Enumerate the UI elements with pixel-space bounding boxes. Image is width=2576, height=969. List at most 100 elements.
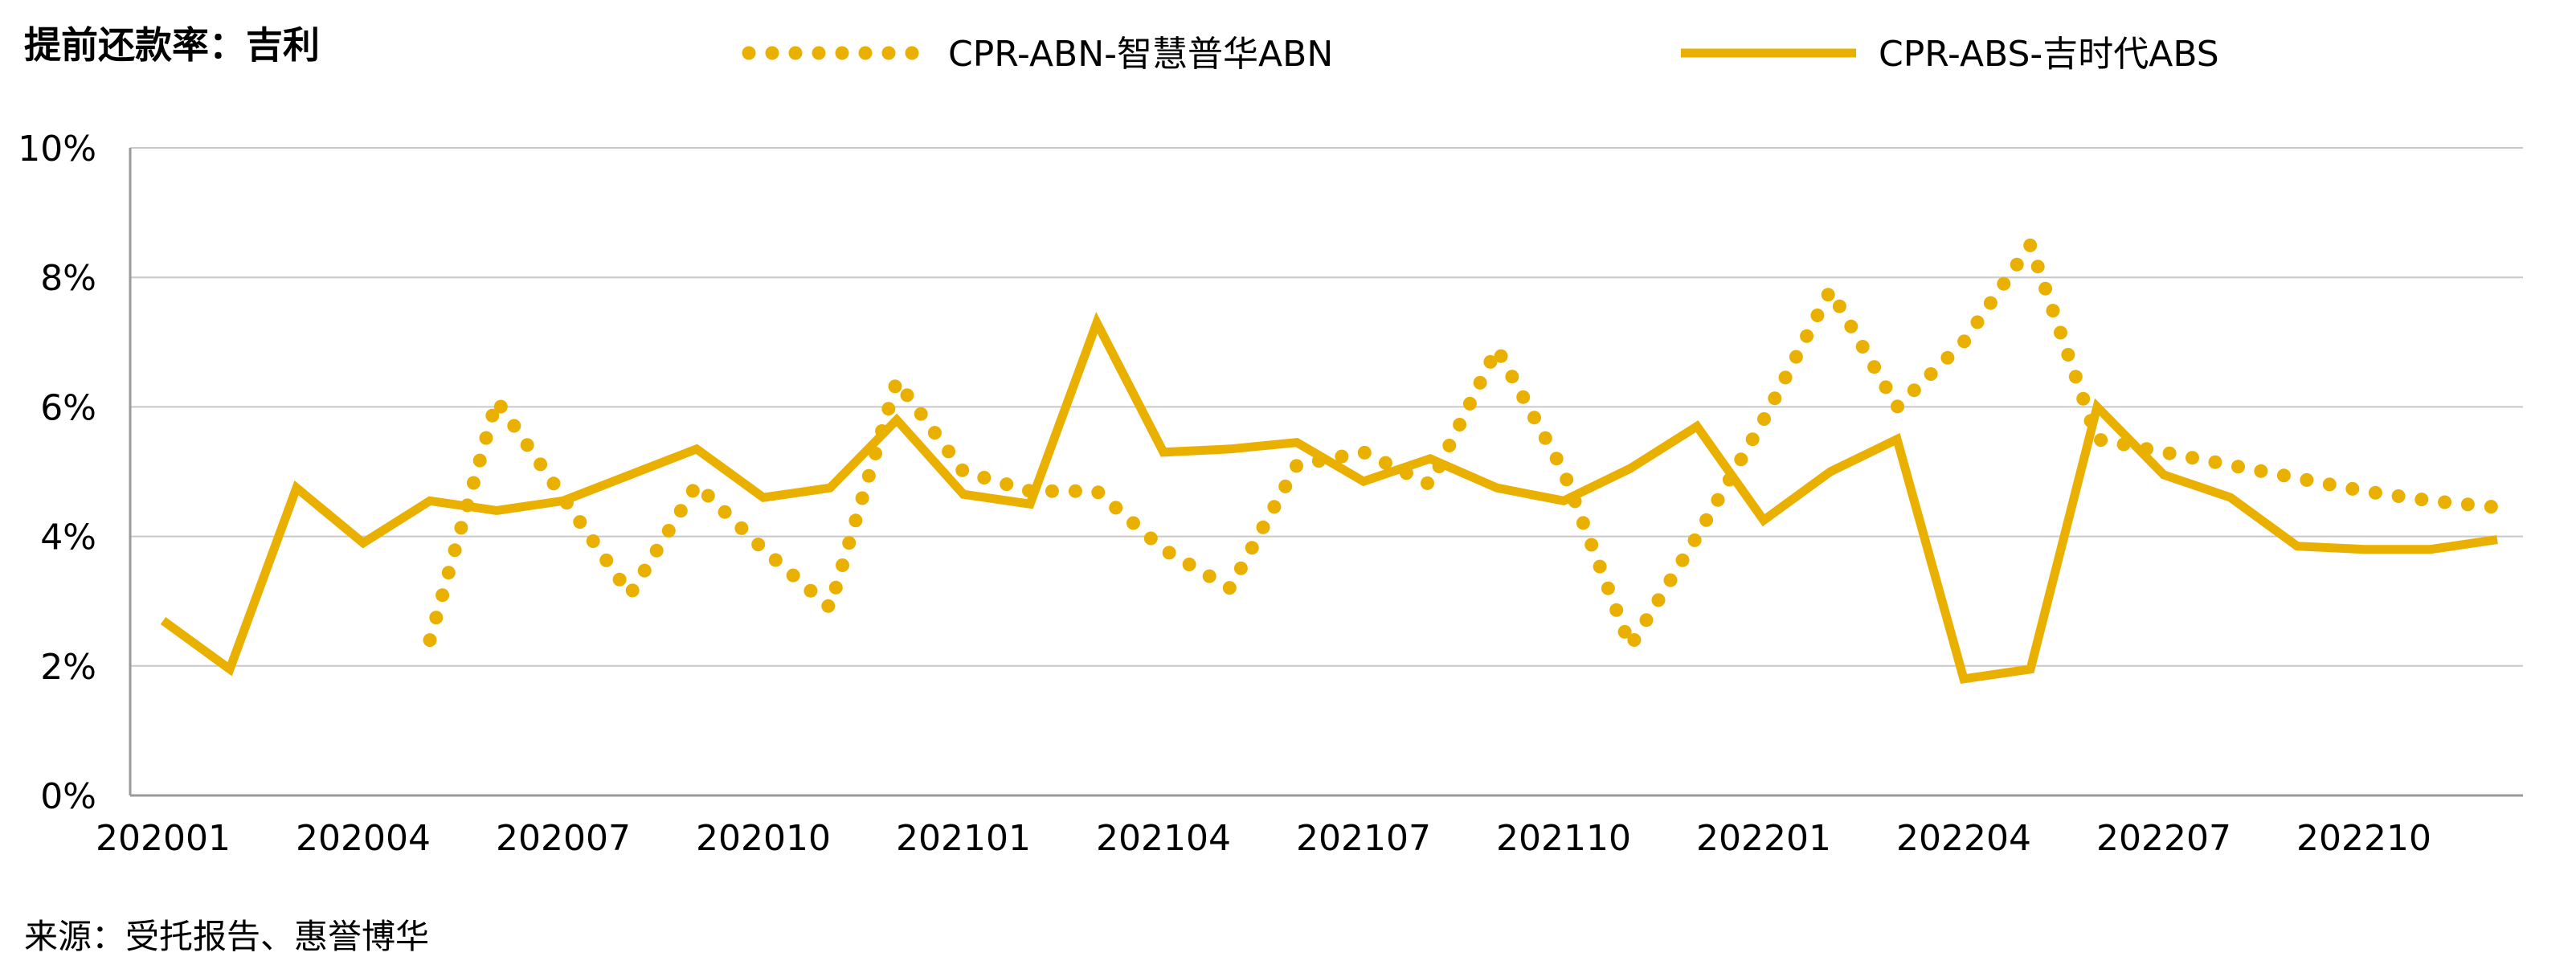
series-abn-dot: [1378, 456, 1392, 470]
x-tick-label: 202110: [1496, 818, 1631, 859]
series-abn-dot: [701, 489, 715, 503]
legend-dot: [765, 46, 779, 60]
legend-dot: [858, 46, 873, 60]
series-abn-dot: [836, 558, 849, 572]
y-tick-label: 4%: [40, 517, 96, 558]
series-abn-dot: [881, 402, 896, 416]
x-tick-label: 202207: [2096, 818, 2231, 859]
legend-item-0: CPR-ABN-智慧普华ABN: [742, 34, 1333, 75]
x-tick-label: 202101: [896, 818, 1031, 859]
series-abn-dot: [842, 536, 857, 550]
series-abn-dot: [1844, 319, 1858, 333]
series-abn-dot: [673, 504, 688, 518]
series-abn-dot: [1267, 500, 1282, 514]
series-abn-dot: [855, 491, 869, 505]
series-abn-dot: [1421, 476, 1434, 490]
series-abn-dot: [1879, 380, 1893, 395]
series-abn-dot: [2322, 477, 2337, 492]
series-abn-dot: [1593, 559, 1607, 574]
series-abn-dot: [888, 379, 902, 394]
series-abn-dot: [1045, 484, 1059, 498]
series-abn-dot: [2460, 497, 2475, 512]
series-abn-dot: [507, 419, 521, 433]
x-tick-label: 202004: [296, 818, 431, 859]
series-abn-dot: [586, 534, 600, 548]
series-abn-dot: [661, 524, 676, 538]
series-abn-dot: [1663, 573, 1678, 587]
series-abn-dot: [2438, 495, 2452, 509]
series-abn-dots: [423, 238, 2498, 648]
series-abn-dot: [751, 538, 766, 552]
legend-dot: [835, 46, 849, 60]
series-abn-dot: [429, 611, 444, 625]
series-abn-dot: [1202, 569, 1216, 583]
series-abn-dot: [2023, 238, 2038, 252]
series-abn-dot: [927, 426, 942, 440]
x-tick-label: 202107: [1296, 818, 1431, 859]
legend-item-1: CPR-ABS-吉时代ABS: [1681, 34, 2219, 75]
y-tick-label: 10%: [18, 129, 96, 170]
series-abn-dot: [1617, 624, 1632, 639]
series-abn-dot: [1091, 485, 1106, 500]
series-abn-dot: [435, 588, 450, 603]
series-abn-dot: [1800, 329, 1814, 343]
series-abn-dot: [1584, 538, 1599, 552]
chart-title: 提前还款率：吉利: [24, 23, 320, 67]
series-abn-dot: [1768, 391, 1782, 406]
series-abn-dot: [1983, 296, 1997, 310]
series-abn-dot: [1143, 531, 1158, 546]
series-abn-dot: [1000, 477, 1014, 492]
series-abn-dot: [454, 521, 468, 535]
y-tick-label: 0%: [40, 776, 96, 817]
series-abn-dot: [599, 553, 614, 567]
series-abn-dot: [1627, 633, 1642, 647]
series-abn-dot: [1233, 561, 1248, 575]
series-abn-dot: [625, 583, 640, 598]
series-abn-dot: [2010, 257, 2024, 272]
x-tick-label: 202201: [1696, 818, 1831, 859]
series-abn-dot: [734, 521, 749, 535]
x-tick-label: 202204: [1896, 818, 2031, 859]
series-abn-dot: [2345, 481, 2360, 496]
series-abn-dot: [2162, 446, 2177, 460]
series-abn-dot: [1357, 445, 1372, 460]
series-abn-dot: [2231, 460, 2245, 474]
series-abn-dot: [1757, 412, 1771, 426]
series-abn-dot: [848, 513, 863, 528]
series-abn-dot: [1687, 533, 1702, 547]
series-abn-dot: [441, 566, 456, 580]
series-abn-dot: [472, 453, 487, 468]
series-abn-dot: [2208, 455, 2222, 469]
series-abn-dot: [520, 438, 534, 452]
series-abn-dot: [2038, 281, 2053, 296]
series-abn-dot: [2068, 370, 2083, 384]
series-abn-dot: [685, 484, 700, 498]
series-abn-dot: [1810, 309, 1825, 322]
series-abn-dot: [1473, 375, 1487, 390]
series-abn-dot: [573, 515, 587, 529]
series-abn-dot: [1126, 516, 1140, 530]
y-tick-label: 6%: [40, 387, 96, 428]
series-abn-dot: [1335, 449, 1349, 464]
series-abn-dot: [1505, 370, 1519, 384]
series-abn-dot: [1940, 350, 1955, 365]
series-abn-dot: [2076, 391, 2091, 406]
series-abn-dot: [1560, 472, 1574, 487]
series-abn-dot: [1711, 493, 1725, 507]
legend-dot: [881, 46, 896, 60]
series-abn-dot: [479, 431, 493, 445]
series-abs-line: [160, 311, 2498, 685]
series-abn-dot: [1494, 349, 1508, 363]
series-abn-dot: [768, 553, 783, 567]
series-abn-dot: [914, 407, 928, 421]
series-abn-dot: [2054, 325, 2067, 340]
series-abn-dot: [1745, 432, 1760, 447]
legend-dot: [812, 46, 826, 60]
series-abn-dot: [546, 476, 561, 491]
series-abn-dot: [2276, 468, 2291, 483]
series-abn-dot: [1924, 367, 1938, 381]
series-abn-dot: [1867, 360, 1882, 374]
series-abn-dot: [1256, 520, 1270, 534]
series-abn-dot: [1997, 276, 2011, 291]
